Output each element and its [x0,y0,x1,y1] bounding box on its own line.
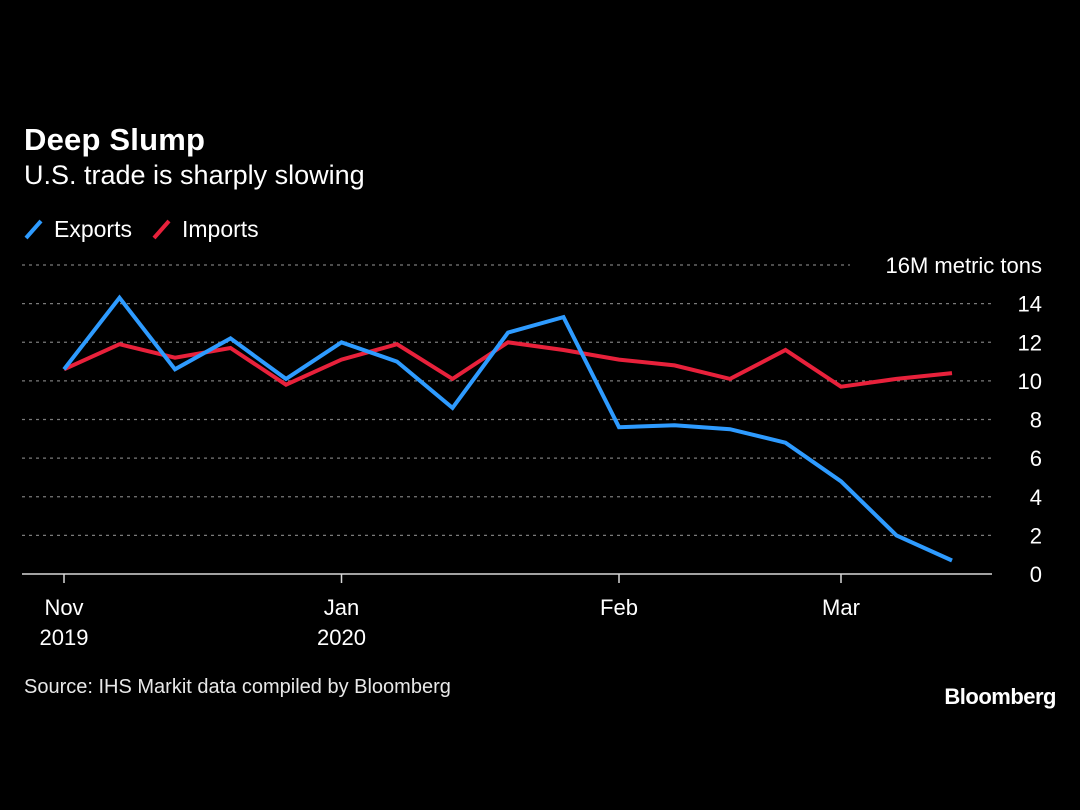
legend-item-exports: Exports [22,214,132,244]
chart-legend: Exports Imports [22,214,277,244]
legend-item-imports: Imports [150,214,259,244]
axis-layer [22,573,992,583]
x-tick-label-jan: Jan [324,595,359,620]
y-axis-unit-label: 16M metric tons [886,253,1043,278]
legend-swatch-imports [152,219,171,240]
x-tick-label-year-2020: 2020 [317,625,366,650]
y-tick-label-6: 6 [1030,446,1042,471]
y-tick-label-14: 14 [1018,292,1042,317]
y-tick-label-0: 0 [1030,562,1042,587]
x-tick-label-year-2019: 2019 [40,625,89,650]
source-note: Source: IHS Markit data compiled by Bloo… [24,676,451,698]
y-tick-label-8: 8 [1030,408,1042,433]
legend-label-imports: Imports [181,215,259,242]
y-tick-label-10: 10 [1018,369,1042,394]
y-tick-label-4: 4 [1030,485,1042,510]
bloomberg-logo: Bloomberg [944,684,1056,709]
chart-title: Deep Slump [24,122,206,157]
series-line-exports [62,294,953,563]
x-tick-label-mar: Mar [822,595,860,620]
x-tick-label-nov: Nov [44,595,83,620]
series-layer [62,294,953,563]
legend-label-exports: Exports [54,215,132,242]
series-line-imports [63,340,953,389]
chart-subtitle: U.S. trade is sharply slowing [24,160,365,190]
legend-swatch-exports [24,219,43,240]
x-tick-label-feb: Feb [600,595,638,620]
grid-layer [22,264,992,537]
label-layer: 16M metric tons 0 2 4 6 8 10 12 14 Nov 2019 Jan 2020… [40,253,1042,650]
y-tick-label-12: 12 [1018,330,1042,355]
y-tick-label-2: 2 [1030,523,1042,548]
